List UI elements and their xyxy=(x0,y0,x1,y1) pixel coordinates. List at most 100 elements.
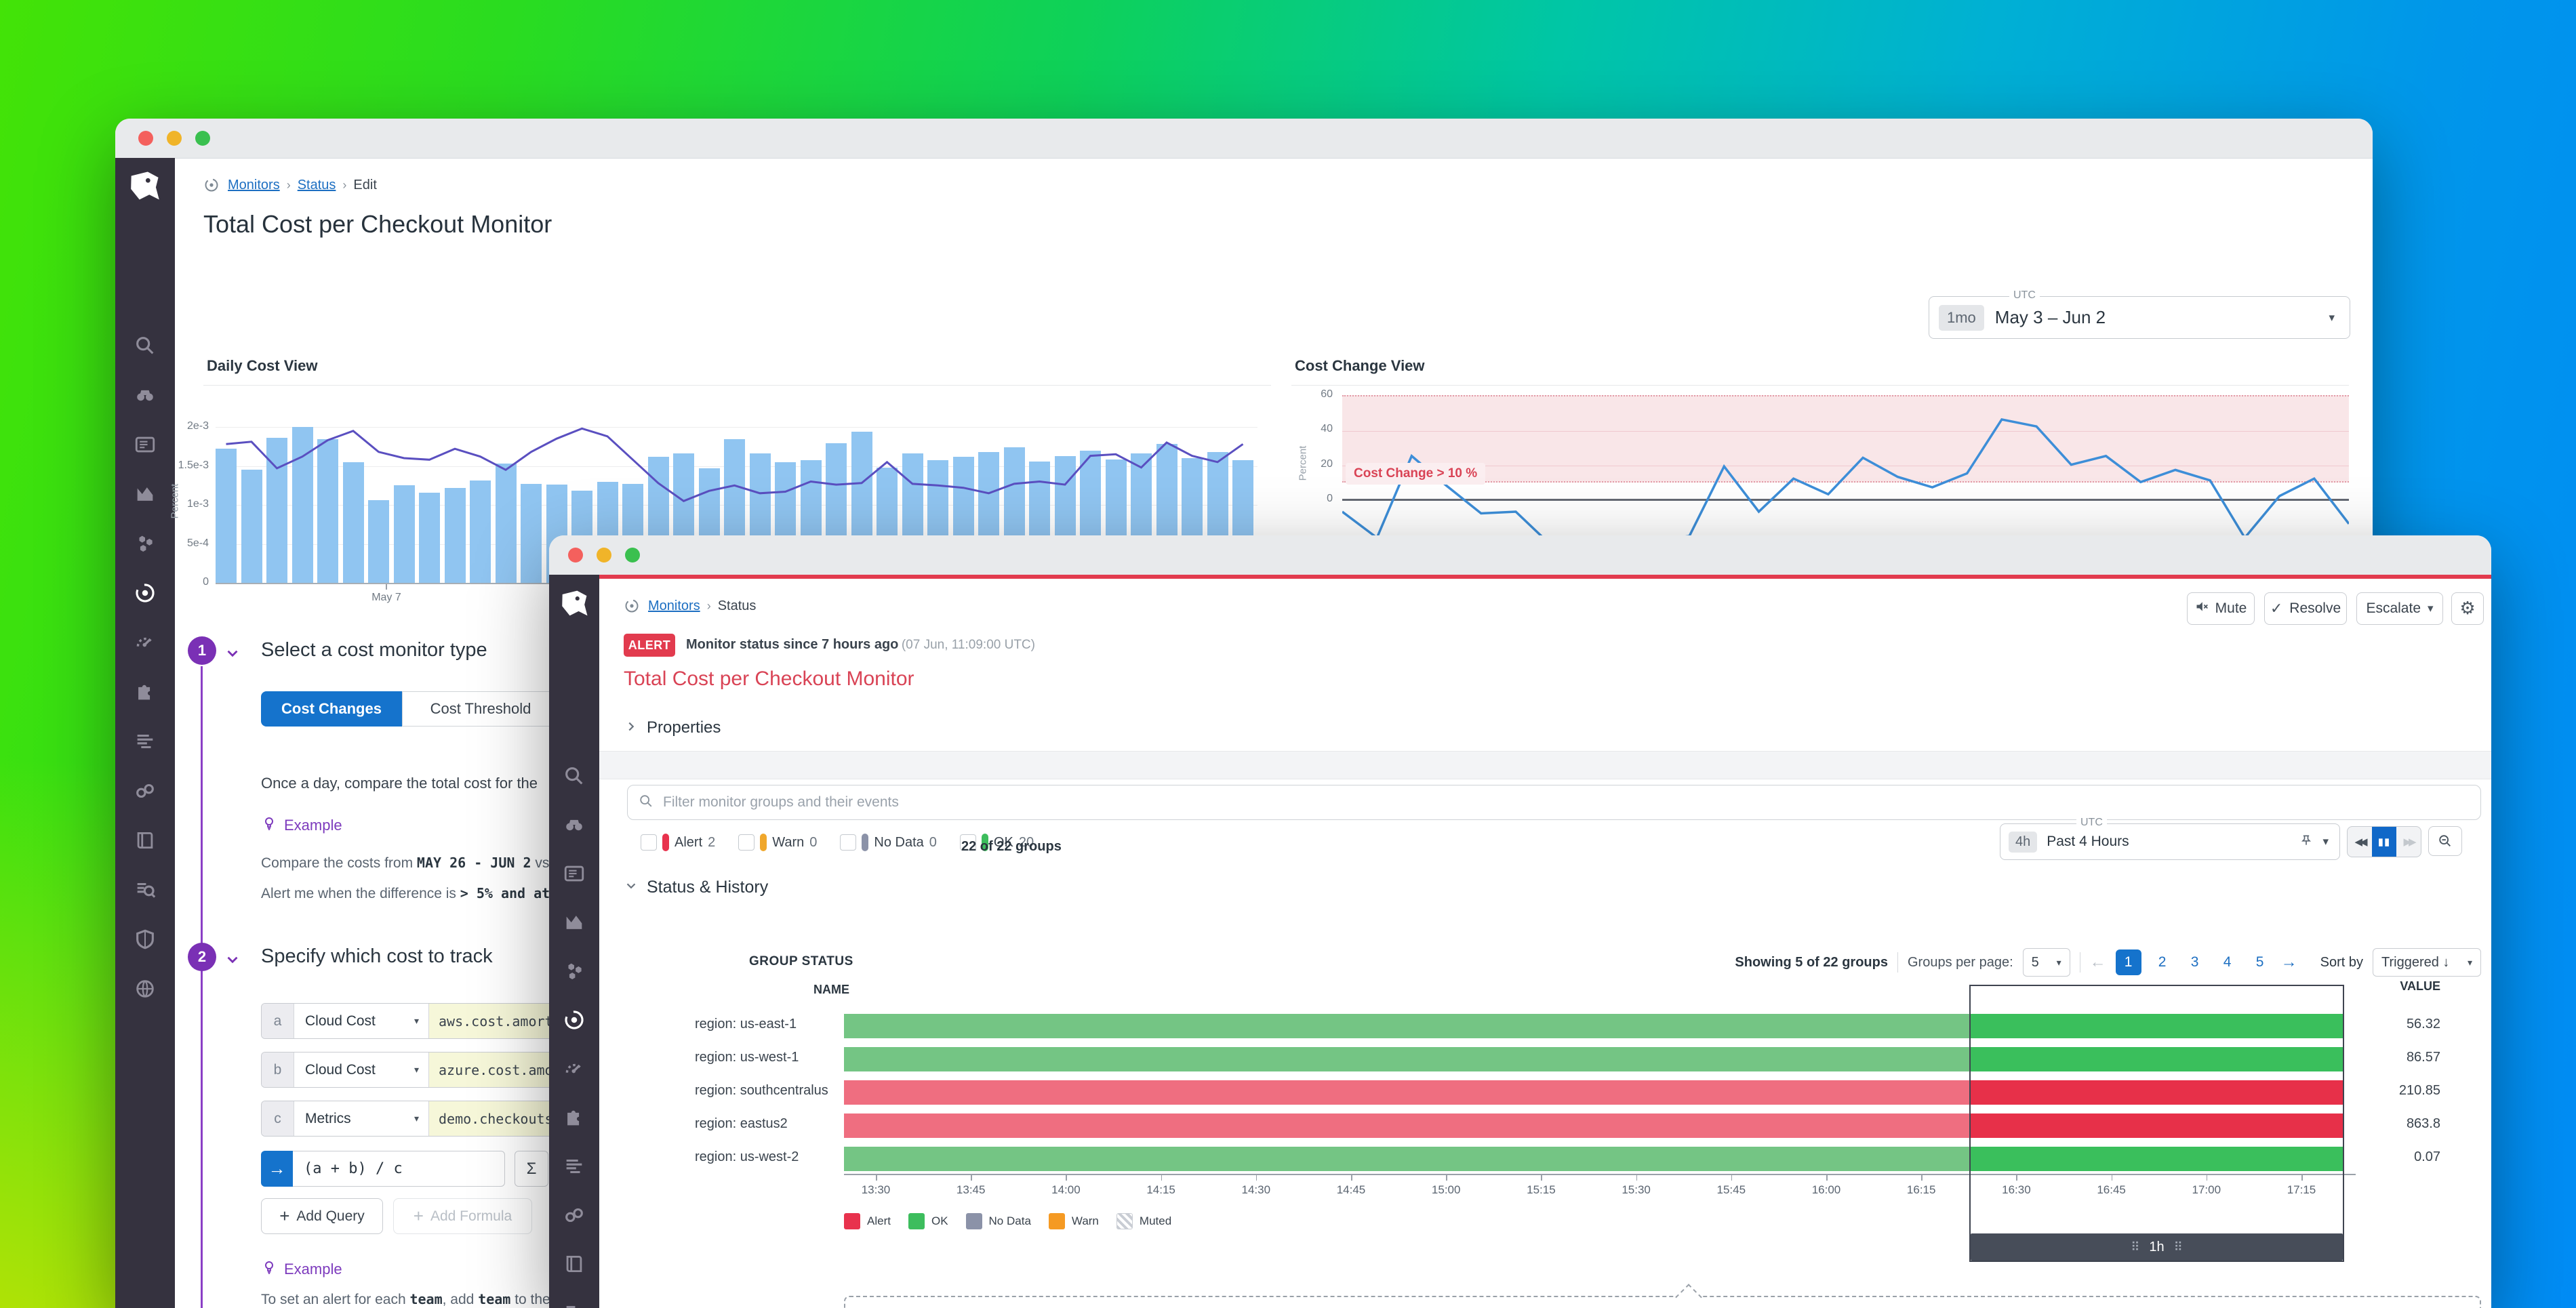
drag-handle-icon[interactable]: ⠿ xyxy=(2131,1240,2139,1254)
query-source-dropdown[interactable]: Cloud Cost▾ xyxy=(294,1004,428,1038)
chevron-down-icon: ▾ xyxy=(2428,602,2434,615)
selection-drag-bar[interactable]: ⠿ 1h ⠿ xyxy=(1971,1233,2343,1261)
metrics-icon[interactable] xyxy=(134,483,157,506)
status-filter-no-data[interactable]: No Data0 xyxy=(840,834,937,851)
monitors-icon[interactable] xyxy=(134,581,157,605)
checkbox[interactable] xyxy=(840,834,856,851)
datadog-logo[interactable] xyxy=(125,166,164,205)
notebooks-icon[interactable] xyxy=(563,1252,586,1275)
collapse-step-2-icon[interactable] xyxy=(224,951,241,972)
infrastructure-icon[interactable] xyxy=(563,960,586,983)
breadcrumb-monitors[interactable]: Monitors xyxy=(228,178,280,193)
timerange-selector[interactable]: UTC 1mo May 3 – Jun 2 ▾ xyxy=(1929,296,2350,339)
daily-y-tick: 1.5e-3 xyxy=(155,459,209,472)
dashboards-icon[interactable] xyxy=(134,433,157,456)
example-callout: Example xyxy=(261,815,342,835)
settings-button[interactable]: ⚙ xyxy=(2451,592,2484,625)
resolve-button[interactable]: ✓ Resolve xyxy=(2264,592,2347,625)
properties-section-toggle[interactable]: Properties xyxy=(624,718,721,737)
tab-cost-changes[interactable]: Cost Changes xyxy=(261,691,402,727)
page-5[interactable]: 5 xyxy=(2249,954,2272,970)
search-input[interactable] xyxy=(662,794,2470,811)
page-3[interactable]: 3 xyxy=(2183,954,2207,970)
checkbox[interactable] xyxy=(641,834,657,851)
selection-duration-label: 1h xyxy=(2149,1240,2164,1255)
watchdog-icon[interactable] xyxy=(563,813,586,836)
group-row-name: region: eastus2 xyxy=(695,1116,788,1132)
rewind-button[interactable]: ◀◀ xyxy=(2348,827,2372,857)
window-titlebar[interactable] xyxy=(115,119,2373,159)
window-titlebar[interactable] xyxy=(549,535,2491,575)
query-source-dropdown[interactable]: Metrics▾ xyxy=(294,1101,428,1136)
pin-icon[interactable] xyxy=(2299,834,2313,851)
add-formula-button[interactable]: +Add Formula xyxy=(393,1198,532,1234)
per-page-select[interactable]: 5▾ xyxy=(2023,948,2070,977)
maximize-window-button[interactable] xyxy=(195,131,210,146)
network-icon[interactable] xyxy=(134,977,157,1000)
integrations-icon[interactable] xyxy=(134,680,157,703)
datadog-logo[interactable] xyxy=(557,586,592,621)
time-selection-overlay[interactable]: ⠿ 1h ⠿ xyxy=(1969,985,2344,1262)
forward-button[interactable]: ▶▶ xyxy=(2396,827,2421,857)
sort-select[interactable]: Triggered ↓▾ xyxy=(2373,948,2481,977)
metrics-icon[interactable] xyxy=(563,911,586,934)
minimize-window-button[interactable] xyxy=(167,131,182,146)
timerange-badge: 4h xyxy=(2009,832,2037,853)
breadcrumb-monitors[interactable]: Monitors xyxy=(648,598,700,614)
checkbox[interactable] xyxy=(738,834,754,851)
pause-button[interactable]: ▮▮ xyxy=(2372,827,2396,857)
notebooks-icon[interactable] xyxy=(134,829,157,852)
axis-tick xyxy=(876,1175,877,1181)
minimize-window-button[interactable] xyxy=(597,548,611,563)
logs-icon[interactable] xyxy=(134,730,157,753)
previous-page-arrow[interactable]: ← xyxy=(2090,953,2106,972)
chevron-down-icon: ▾ xyxy=(2322,835,2329,849)
formula-aggregate-button[interactable]: Σ xyxy=(515,1151,548,1187)
ci-icon[interactable] xyxy=(563,1204,586,1227)
next-page-arrow[interactable]: → xyxy=(2281,953,2297,972)
status-filter-warn[interactable]: Warn0 xyxy=(738,834,817,851)
status-filter-alert[interactable]: Alert2 xyxy=(641,834,715,851)
close-window-button[interactable] xyxy=(568,548,583,563)
query-source-dropdown[interactable]: Cloud Cost▾ xyxy=(294,1052,428,1087)
group-filter-searchbox[interactable] xyxy=(627,785,2481,820)
watchdog-icon[interactable] xyxy=(134,384,157,407)
add-query-button[interactable]: +Add Query xyxy=(261,1198,383,1234)
search-icon[interactable] xyxy=(563,764,586,788)
page-4[interactable]: 4 xyxy=(2216,954,2239,970)
monitor-title[interactable]: Total Cost per Checkout Monitor xyxy=(624,668,914,691)
close-window-button[interactable] xyxy=(138,131,153,146)
axis-tick-label: 15:15 xyxy=(1510,1183,1571,1197)
apm-icon[interactable] xyxy=(134,631,157,654)
gear-icon: ⚙ xyxy=(2459,598,2475,619)
maximize-window-button[interactable] xyxy=(625,548,640,563)
axis-tick xyxy=(1541,1175,1542,1181)
breadcrumb-status[interactable]: Status xyxy=(298,178,336,193)
dashboards-icon[interactable] xyxy=(563,862,586,885)
status-history-toggle[interactable]: Status & History xyxy=(624,878,768,897)
mute-button[interactable]: Mute xyxy=(2187,592,2255,625)
tab-cost-threshold[interactable]: Cost Threshold xyxy=(402,691,559,727)
search-icon[interactable] xyxy=(134,334,157,357)
log-explorer-icon[interactable] xyxy=(563,1301,586,1308)
escalate-button[interactable]: Escalate ▾ xyxy=(2356,592,2443,625)
status-pill xyxy=(760,834,767,851)
search-icon xyxy=(639,794,653,812)
change-chart-title: Cost Change View xyxy=(1295,357,1425,375)
group-status-tab[interactable]: GROUP STATUS xyxy=(749,954,853,969)
collapse-step-1-icon[interactable] xyxy=(224,645,241,666)
log-explorer-icon[interactable] xyxy=(134,878,157,901)
event-detail-callout xyxy=(844,1296,2481,1308)
formula-input[interactable]: (a + b) / c xyxy=(293,1151,505,1187)
security-icon[interactable] xyxy=(134,928,157,951)
page-1[interactable]: 1 xyxy=(2116,949,2141,975)
history-timerange-selector[interactable]: UTC 4h Past 4 Hours ▾ xyxy=(2000,823,2340,860)
legend-item-no-data: No Data xyxy=(966,1213,1031,1229)
page-2[interactable]: 2 xyxy=(2151,954,2174,970)
infrastructure-icon[interactable] xyxy=(134,532,157,555)
zoom-out-button[interactable] xyxy=(2428,826,2462,856)
ci-icon[interactable] xyxy=(134,779,157,802)
chevron-down-icon: ▾ xyxy=(414,1015,419,1027)
utc-label: UTC xyxy=(2009,289,2040,302)
drag-handle-icon[interactable]: ⠿ xyxy=(2174,1240,2183,1254)
